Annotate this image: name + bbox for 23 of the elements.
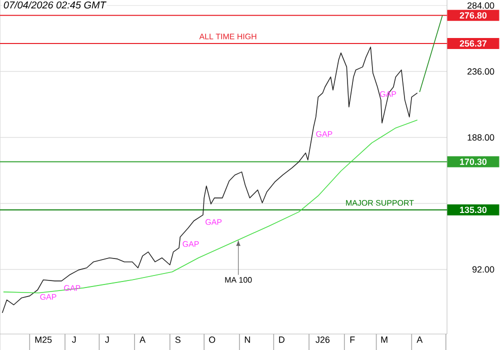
ref-line-label: 276.80 (460, 12, 487, 19)
y-tick-label: 236.00 (468, 68, 494, 75)
x-tick-label: A (416, 336, 423, 343)
line-series (3, 120, 418, 294)
y-tick-label: 284.00 (468, 2, 494, 9)
x-tick-label: D (279, 336, 284, 343)
ref-line-label: 135.30 (460, 206, 487, 214)
x-tick-label: J26 (316, 336, 330, 343)
y-tick-label: 92.00 (472, 266, 494, 273)
x-tick-label: F (350, 336, 355, 343)
x-tick-label: M25 (35, 336, 52, 343)
line-series (2, 46, 418, 314)
x-tick-label: J (105, 336, 109, 343)
x-tick-label: J (72, 336, 76, 343)
x-tick-label: A (140, 336, 146, 343)
x-tick-label: N (244, 336, 250, 343)
ref-line-label: 170.30 (460, 158, 487, 165)
x-tick-label: O (209, 336, 216, 343)
y-tick-label: 188.00 (468, 134, 494, 141)
x-tick-label: S (175, 336, 180, 343)
annotation: 07/04/2026 02:45 GMT (4, 1, 106, 9)
ref-line-label: 256.37 (460, 40, 487, 47)
x-tick-label: M (381, 336, 388, 343)
